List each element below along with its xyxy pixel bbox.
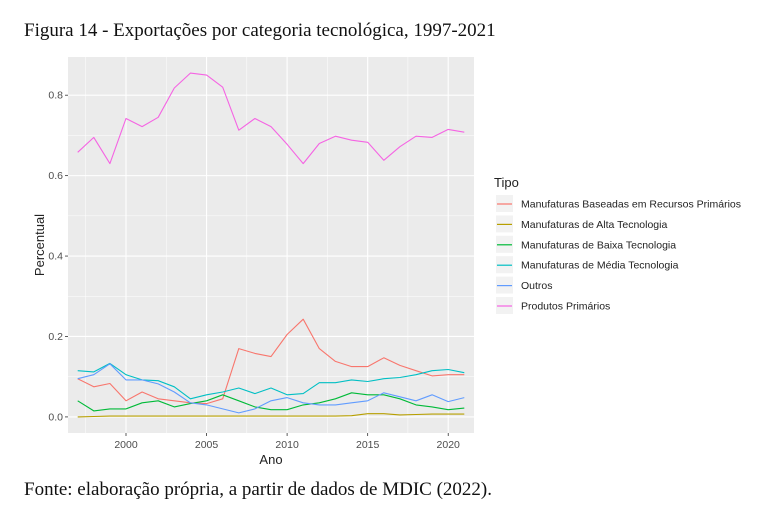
x-tick-label: 2015: [356, 439, 380, 451]
series-line-2: [77, 392, 465, 412]
axes: 0.0 0.2 0.4 0.6 0.8 2000 2005 2010 2015 2020: [48, 90, 460, 451]
legend-item-label: Manufaturas de Baixa Tecnologia: [521, 239, 676, 251]
legend-item-label: Manufaturas Baseadas em Recursos Primári…: [521, 199, 741, 211]
series-line-1: [77, 413, 465, 418]
x-tick-label: 2020: [437, 439, 461, 451]
figure-source: Fonte: elaboração própria, a partir de d…: [24, 479, 492, 500]
plot-panel: [68, 57, 474, 433]
legend: Tipo Manufaturas Baseadas em Recursos Pr…: [494, 175, 741, 314]
series-line-4: [77, 363, 465, 414]
figure-title: Figura 14 - Exportações por categoria te…: [24, 20, 496, 41]
series-lines: [77, 72, 465, 418]
legend-item-label: Manufaturas de Média Tecnologia: [521, 260, 679, 272]
y-tick-label: 0.2: [48, 331, 63, 343]
x-tick-label: 2005: [195, 439, 219, 451]
y-axis-title: Percentual: [32, 214, 47, 276]
legend-item-label: Produtos Primários: [521, 301, 610, 313]
x-axis-title: Ano: [259, 452, 282, 467]
y-tick-label: 0.4: [48, 251, 63, 263]
legend-title: Tipo: [494, 175, 519, 190]
x-tick-label: 2000: [114, 439, 138, 451]
y-tick-label: 0.6: [48, 170, 63, 182]
y-tick-label: 0.8: [48, 90, 63, 102]
series-line-5: [77, 72, 465, 165]
grid-lines: [68, 57, 474, 433]
y-tick-label: 0.0: [48, 411, 63, 423]
x-tick-label: 2010: [275, 439, 299, 451]
legend-item-label: Outros: [521, 280, 553, 292]
legend-item-label: Manufaturas de Alta Tecnologia: [521, 219, 667, 231]
series-line-0: [77, 318, 465, 405]
